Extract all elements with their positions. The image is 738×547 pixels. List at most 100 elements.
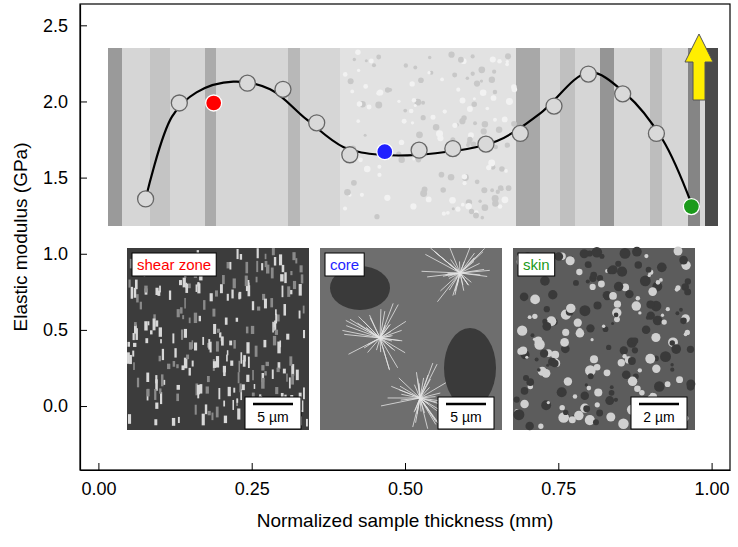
- inset-texture: [422, 271, 460, 273]
- inset-texture: [401, 398, 420, 400]
- inset-texture: [460, 253, 474, 273]
- strip-texture: [492, 195, 499, 202]
- data-point: [615, 86, 631, 102]
- strip-texture: [489, 77, 495, 83]
- inset-texture: [238, 293, 240, 299]
- inset-texture: [598, 281, 605, 288]
- strip-texture: [461, 115, 466, 120]
- inset-texture: [147, 389, 150, 397]
- inset-texture: [644, 254, 648, 258]
- inset-texture: [136, 294, 139, 302]
- inset-texture: [671, 344, 681, 354]
- strip-texture: [420, 190, 427, 197]
- inset-texture: [264, 299, 267, 309]
- inset-texture: [212, 309, 215, 317]
- inset-texture: [261, 378, 264, 389]
- x-tick-label: 1.00: [695, 479, 730, 499]
- inset-texture: [154, 419, 157, 425]
- inset-texture: [662, 319, 667, 324]
- inset-texture: [593, 419, 599, 425]
- inset-texture: [256, 261, 258, 272]
- inset-texture: [184, 329, 187, 338]
- inset-texture: [583, 405, 590, 412]
- inset-texture: [420, 378, 424, 398]
- inset-texture: [675, 311, 679, 315]
- inset-texture: [275, 314, 277, 324]
- scale-bar-label: 5 µm: [450, 409, 481, 425]
- inset-texture: [195, 405, 197, 415]
- strip-texture: [488, 160, 495, 167]
- scale-bar: 2 µm: [631, 397, 687, 429]
- inset-texture: [157, 291, 160, 296]
- inset-texture: [460, 263, 480, 273]
- inset-texture: [273, 336, 276, 345]
- inset-texture: [240, 352, 242, 363]
- strip-texture: [360, 193, 364, 197]
- strip-texture: [496, 190, 500, 194]
- inset-texture: [263, 340, 266, 347]
- strip-texture: [511, 84, 517, 90]
- inset-texture: [189, 318, 191, 324]
- inset-texture: [284, 272, 286, 283]
- strip-texture: [385, 87, 390, 92]
- inset-texture: [219, 332, 221, 337]
- inset-texture: [559, 405, 564, 410]
- inset-texture: [248, 285, 251, 296]
- inset-texture: [576, 269, 582, 275]
- data-point: [239, 75, 255, 91]
- data-point: [138, 191, 154, 207]
- inset-texture: [240, 254, 242, 260]
- inset-texture: [420, 398, 428, 404]
- strip-texture: [356, 119, 360, 123]
- strip-texture: [353, 58, 356, 61]
- strip-texture: [430, 115, 435, 120]
- inset-texture: [596, 410, 603, 417]
- inset-texture: [420, 363, 433, 398]
- inset-texture: [420, 393, 440, 398]
- inset-texture: [144, 286, 147, 293]
- strip-texture: [456, 88, 460, 92]
- strip-texture: [372, 63, 376, 67]
- y-axis: 0.00.51.01.52.02.5: [43, 5, 87, 471]
- y-tick-label: 0.5: [43, 320, 68, 340]
- inset-texture: [301, 274, 304, 283]
- inset-texture: [272, 322, 274, 333]
- inset-texture: [645, 354, 655, 364]
- strip-texture: [374, 214, 379, 219]
- strip-texture: [498, 204, 502, 208]
- inset-texture: [266, 362, 269, 366]
- inset-texture: [610, 385, 614, 389]
- inset-texture: [563, 410, 568, 415]
- inset-texture: [617, 267, 627, 277]
- inset-texture: [670, 363, 673, 366]
- inset-texture: [216, 341, 219, 351]
- y-axis-line: [80, 5, 81, 471]
- inset-texture: [161, 374, 164, 386]
- inset-texture: [277, 342, 280, 354]
- strip-texture: [439, 172, 445, 178]
- inset-texture: [460, 273, 487, 276]
- inset-texture: [413, 398, 420, 427]
- inset-texture: [528, 315, 532, 319]
- strip-texture: [466, 143, 470, 147]
- inset-texture: [289, 377, 291, 388]
- strip-texture: [480, 216, 484, 220]
- strip-texture: [465, 203, 471, 209]
- x-tick-mark: [98, 463, 99, 470]
- inset-texture: [252, 393, 255, 397]
- inset-texture: [531, 333, 535, 337]
- inset-title: core: [330, 256, 359, 273]
- y-tick-mark: [80, 101, 87, 102]
- inset-texture: [160, 392, 162, 404]
- strip-texture: [506, 185, 512, 191]
- strip-texture: [414, 104, 417, 107]
- inset-texture: [654, 381, 665, 392]
- y-tick-mark: [80, 406, 87, 407]
- inset-texture: [599, 254, 604, 259]
- inset-texture: [368, 338, 380, 345]
- inset-texture: [223, 370, 226, 376]
- inset-texture: [205, 404, 207, 414]
- strip-texture: [473, 97, 476, 100]
- inset-texture: [275, 387, 278, 394]
- inset-texture: [579, 305, 590, 316]
